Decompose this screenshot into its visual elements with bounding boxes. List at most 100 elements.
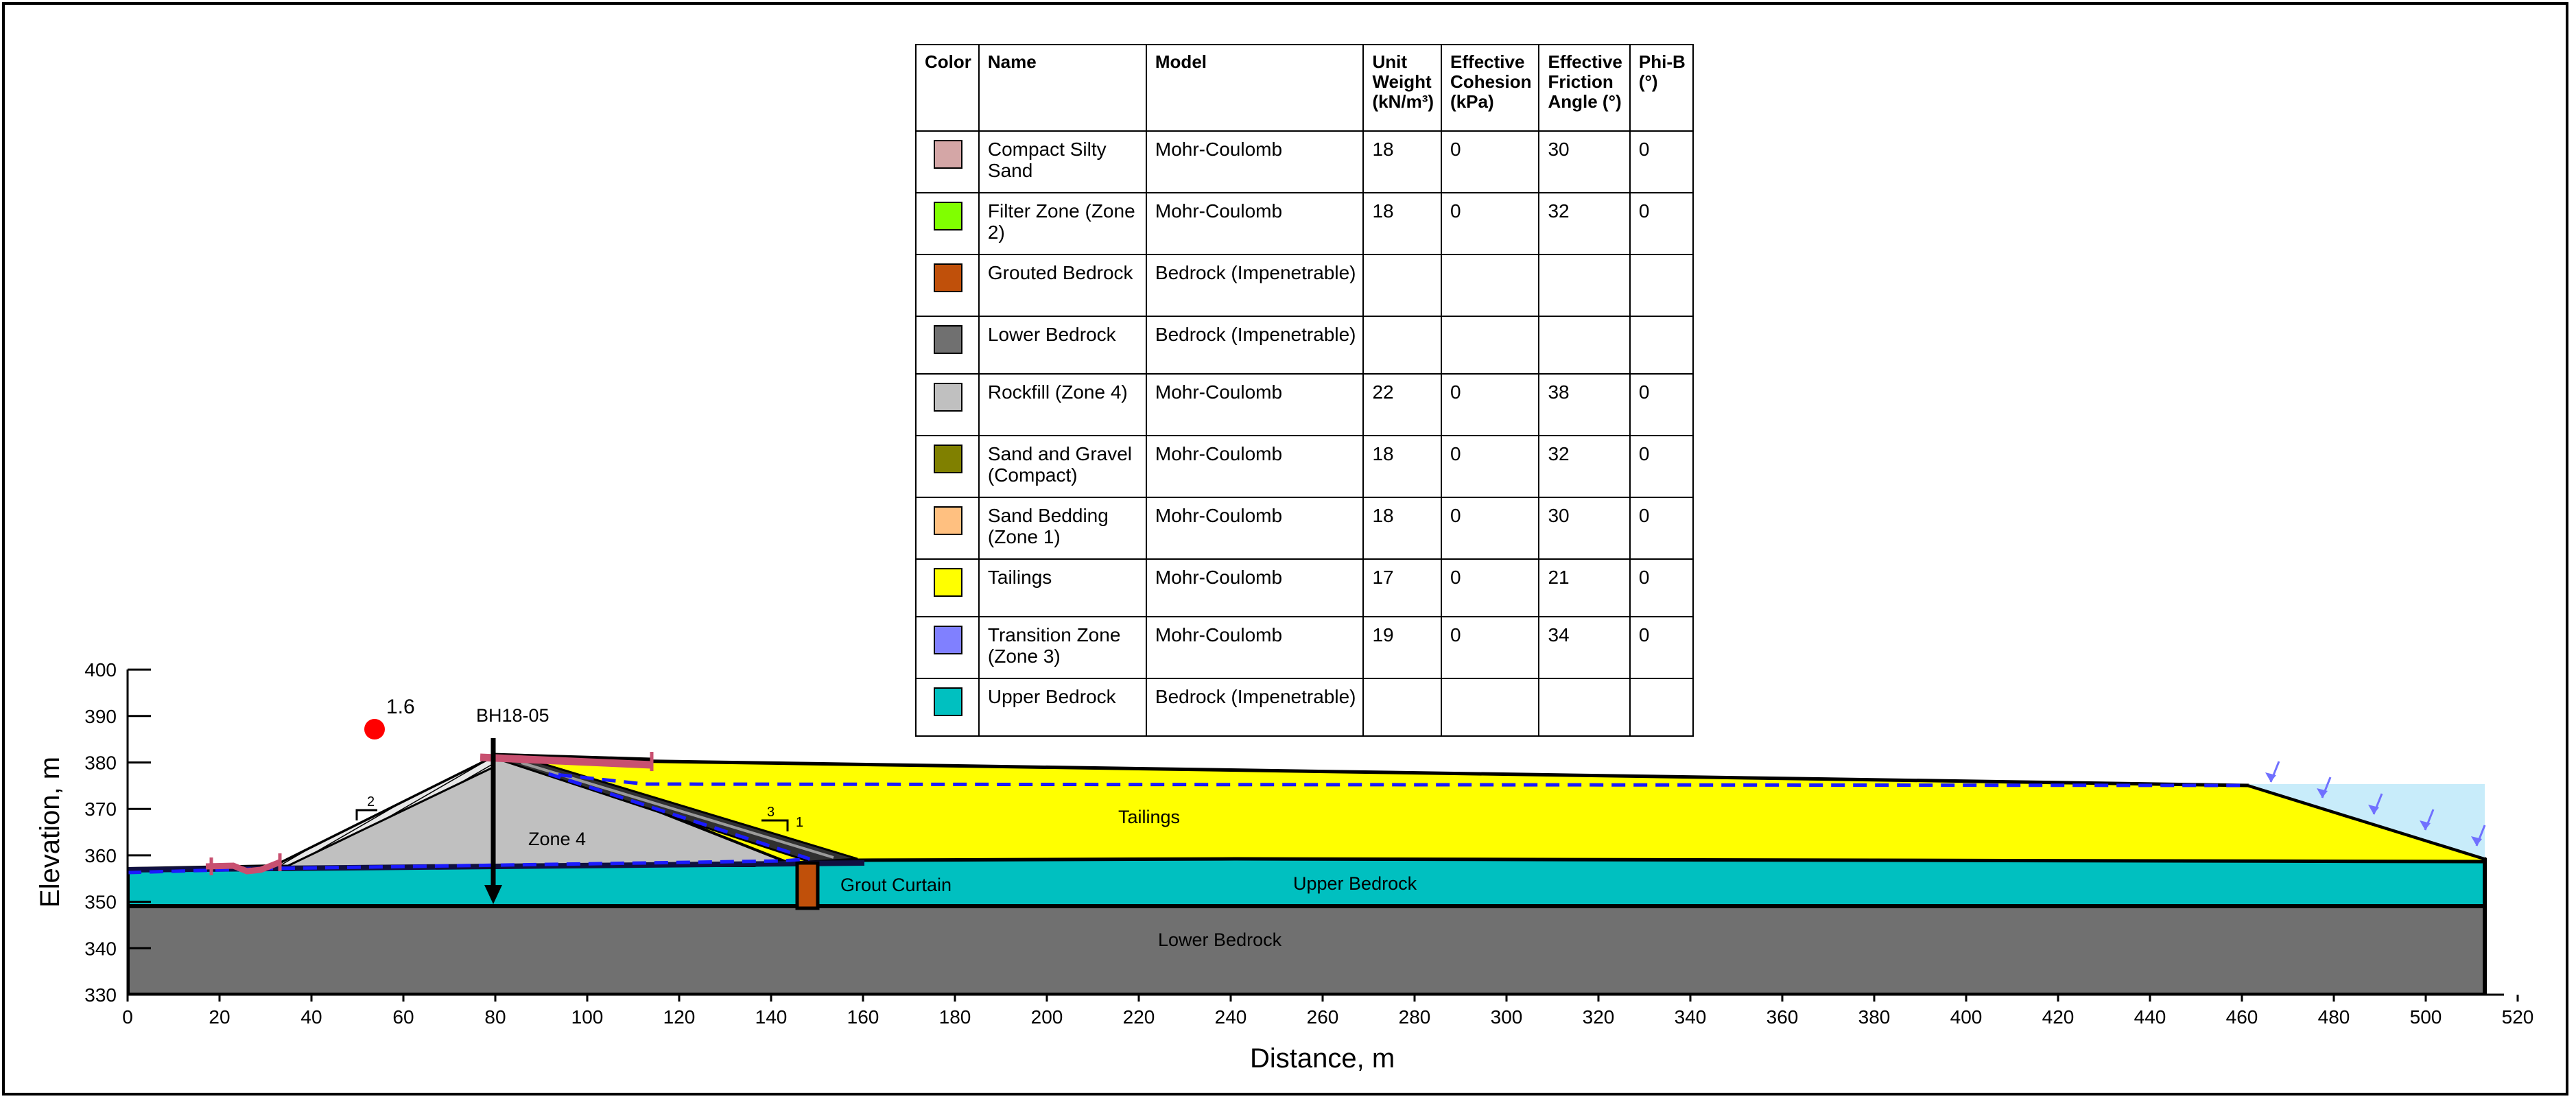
material-friction-cell: 21 [1538,558,1631,617]
x-tick-label: 120 [663,1006,696,1028]
model-header: Model [1145,44,1364,132]
x-tick-label: 100 [571,1006,604,1028]
y-tick-label: 360 [84,845,117,866]
downstream-slope-run-label: 1 [796,815,803,830]
material-color-swatch [933,568,962,597]
material-model-cell: Mohr-Coulomb [1145,130,1364,193]
x-tick-label: 200 [1031,1006,1063,1028]
material-cohesion-cell: 0 [1441,130,1540,193]
material-name-cell: Grouted Bedrock [978,254,1147,317]
cohesion-header: Effective Cohesion (kPa) [1441,44,1540,132]
unit-weight-header: Unit Weight (kN/m³) [1362,44,1443,132]
tailings-label: Tailings [1118,807,1180,827]
x-tick-label: 40 [300,1006,322,1028]
material-color-swatch [933,263,962,292]
pond-arrow-head [2265,772,2276,782]
material-friction-cell [1538,316,1631,375]
material-color-swatch [933,687,962,716]
material-unit-weight-cell: 19 [1362,616,1443,679]
upstream-slope-marker [355,809,377,820]
pond-arrow-head [2368,805,2379,814]
material-color-cell [915,192,980,255]
material-phi-b-cell [1629,254,1694,317]
pond-water-region [2248,784,2485,857]
y-tick-label: 400 [84,659,117,680]
x-tick-label: 320 [1583,1006,1615,1028]
upstream-slope-run-label: 2 [367,794,375,809]
material-name-cell: Lower Bedrock [978,316,1147,375]
x-tick-label: 440 [2134,1006,2166,1028]
material-model-cell: Mohr-Coulomb [1145,435,1364,498]
x-tick-label: 140 [755,1006,788,1028]
material-row: Lower Bedrock Bedrock (Impenetrable) [915,316,1694,375]
material-phi-b-cell: 0 [1629,130,1694,193]
material-name-cell: Upper Bedrock [978,678,1147,737]
x-tick-label: 520 [2502,1006,2534,1028]
pond-arrow-head [2420,820,2431,830]
material-phi-b-cell: 0 [1629,373,1694,436]
material-unit-weight-cell [1362,316,1443,375]
material-phi-b-cell: 0 [1629,435,1694,498]
material-color-cell [915,130,980,193]
material-name-cell: Filter Zone (Zone 2) [978,192,1147,255]
pond-arrow-head [2317,788,2328,798]
material-color-cell [915,373,980,436]
material-unit-weight-cell: 18 [1362,192,1443,255]
x-tick-label: 340 [1675,1006,1707,1028]
lower-bedrock-region [128,904,2487,995]
material-color-swatch [933,325,962,354]
friction-header: Effective Friction Angle (°) [1538,44,1631,132]
material-row: Upper Bedrock Bedrock (Impenetrable) [915,678,1694,737]
filter-stripe [521,761,834,859]
downstream-slope-marker [761,819,789,831]
downstream-slope-rise-label: 3 [767,805,775,820]
material-model-cell: Mohr-Coulomb [1145,192,1364,255]
material-model-cell: Mohr-Coulomb [1145,373,1364,436]
material-cohesion-cell: 0 [1441,373,1540,436]
material-color-swatch [933,383,962,412]
material-row: Rockfill (Zone 4) Mohr-Coulomb 22 0 38 0 [915,373,1694,436]
material-unit-weight-cell: 17 [1362,558,1443,617]
material-name-cell: Transition Zone (Zone 3) [978,616,1147,679]
material-color-cell [915,254,980,317]
material-phi-b-cell [1629,678,1694,737]
material-unit-weight-cell: 18 [1362,130,1443,193]
material-color-swatch [933,626,962,654]
material-friction-cell: 30 [1538,130,1631,193]
material-color-cell [915,497,980,560]
material-color-cell [915,558,980,617]
material-name-cell: Rockfill (Zone 4) [978,373,1147,436]
x-tick-label: 420 [2042,1006,2075,1028]
material-friction-cell: 38 [1538,373,1631,436]
x-tick-label: 60 [392,1006,414,1028]
material-color-cell [915,316,980,375]
material-phi-b-cell [1629,316,1694,375]
pond-arrow-head [2471,836,2482,846]
material-friction-cell: 32 [1538,435,1631,498]
y-axis-title: Elevation, m [35,757,65,908]
name-header: Name [978,44,1147,132]
y-axis-ticks: 330 340 350 360 370 380 390 400 [84,659,151,1006]
material-phi-b-cell: 0 [1629,558,1694,617]
material-row: Grouted Bedrock Bedrock (Impenetrable) [915,254,1694,317]
material-name-cell: Sand and Gravel (Compact) [978,435,1147,498]
x-tick-label: 360 [1766,1006,1799,1028]
material-cohesion-cell [1441,316,1540,375]
material-cohesion-cell [1441,254,1540,317]
material-cohesion-cell: 0 [1441,192,1540,255]
material-friction-cell [1538,254,1631,317]
x-tick-label: 180 [939,1006,971,1028]
material-friction-cell: 30 [1538,497,1631,560]
material-cohesion-cell: 0 [1441,497,1540,560]
material-phi-b-cell: 0 [1629,497,1694,560]
x-axis-title: Distance, m [1250,1043,1395,1074]
material-color-swatch [933,202,962,230]
y-tick-label: 390 [84,706,117,727]
material-unit-weight-cell [1362,254,1443,317]
material-name-cell: Tailings [978,558,1147,617]
material-model-cell: Bedrock (Impenetrable) [1145,254,1364,317]
x-tick-label: 20 [209,1006,230,1028]
factor-of-safety-label: 1.6 [386,696,415,718]
y-tick-label: 330 [84,984,117,1006]
